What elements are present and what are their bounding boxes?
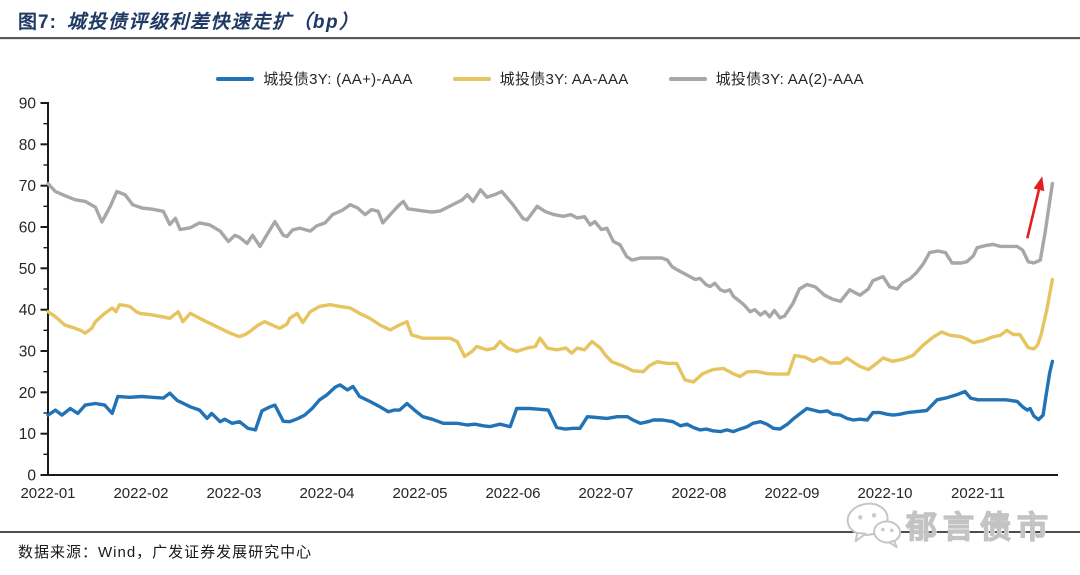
x-tick-label: 2022-04 bbox=[299, 485, 354, 502]
y-tick-label: 90 bbox=[19, 96, 37, 113]
legend-label: 城投债3Y: (AA+)-AAA bbox=[263, 71, 413, 88]
legend-item-aa-plus: 城投债3Y: (AA+)-AAA bbox=[216, 68, 412, 89]
chart-legend: 城投债3Y: (AA+)-AAA 城投债3Y: AA-AAA 城投债3Y: AA… bbox=[0, 68, 1080, 89]
watermark: 郁言债市 bbox=[844, 500, 1054, 548]
legend-label: 城投债3Y: AA-AAA bbox=[499, 71, 629, 88]
figure-number: 图7: bbox=[18, 12, 57, 33]
legend-item-aa: 城投债3Y: AA-AAA bbox=[452, 68, 629, 89]
legend-swatch-gray bbox=[668, 76, 707, 81]
legend-label: 城投债3Y: AA(2)-AAA bbox=[715, 71, 864, 88]
y-tick-label: 70 bbox=[19, 178, 37, 195]
x-tick-label: 2022-05 bbox=[392, 485, 447, 502]
x-tick-label: 2022-09 bbox=[764, 485, 819, 502]
x-tick-label: 2022-11 bbox=[951, 485, 1005, 502]
x-tick-label: 2022-06 bbox=[485, 485, 540, 502]
x-tick-label: 2022-01 bbox=[20, 485, 75, 502]
x-tick-label: 2022-02 bbox=[113, 485, 168, 502]
title-separator-line bbox=[0, 37, 1080, 40]
wechat-icon bbox=[846, 502, 902, 548]
figure-title: 图7: 城投债评级利差快速走扩（bp） bbox=[18, 7, 360, 34]
data-source-note: 数据来源：Wind，广发证券发展研究中心 bbox=[18, 544, 313, 561]
figure-title-text: 城投债评级利差快速走扩（bp） bbox=[66, 12, 360, 33]
watermark-text: 郁言债市 bbox=[905, 509, 1054, 545]
y-tick-label: 20 bbox=[19, 385, 37, 402]
legend-item-aa2: 城投债3Y: AA(2)-AAA bbox=[668, 68, 864, 89]
series-line-0 bbox=[46, 359, 1055, 434]
x-tick-label: 2022-08 bbox=[671, 485, 726, 502]
footer-separator-line bbox=[0, 531, 1080, 533]
spike-arrow-shaft bbox=[1026, 189, 1041, 239]
legend-swatch-blue bbox=[216, 76, 255, 81]
x-tick-label: 2022-07 bbox=[578, 485, 633, 502]
y-tick-label: 0 bbox=[27, 468, 36, 485]
y-tick-label: 40 bbox=[19, 302, 37, 319]
legend-swatch-yellow bbox=[452, 76, 491, 81]
y-tick-label: 80 bbox=[19, 137, 37, 154]
y-tick-label: 50 bbox=[19, 261, 37, 278]
spike-arrow-head bbox=[1033, 176, 1045, 192]
y-tick-label: 30 bbox=[19, 344, 37, 361]
y-tick-label: 10 bbox=[19, 426, 37, 443]
y-tick-label: 60 bbox=[19, 220, 37, 237]
x-tick-label: 2022-03 bbox=[206, 485, 261, 502]
series-line-2 bbox=[46, 181, 1055, 320]
series-line-1 bbox=[46, 277, 1055, 384]
x-tick-label: 2022-10 bbox=[857, 485, 912, 502]
